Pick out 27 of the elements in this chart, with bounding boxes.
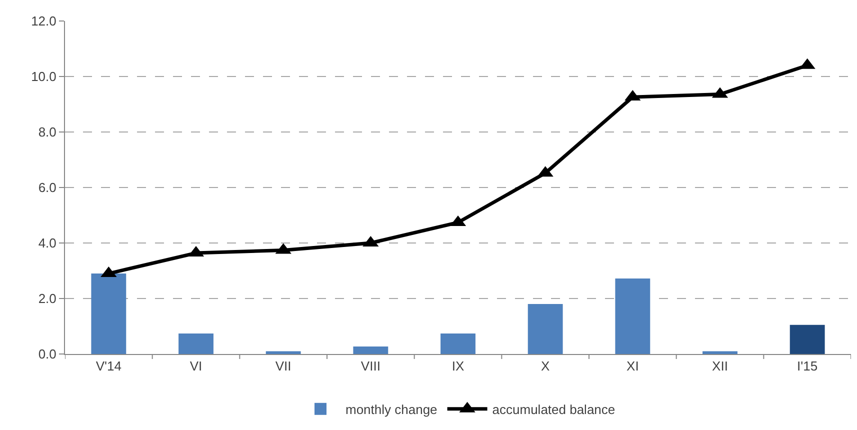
y-tick-label: 10.0 — [31, 69, 56, 84]
bar — [528, 304, 563, 354]
x-tick-label: VII — [275, 358, 292, 374]
bar — [91, 274, 126, 354]
y-tick-label: 12.0 — [31, 14, 56, 29]
legend-label: monthly change — [346, 402, 438, 417]
x-tick-label: I'15 — [797, 358, 818, 374]
x-tick-label: XII — [712, 358, 728, 374]
bar — [266, 351, 301, 354]
bar — [178, 333, 214, 354]
bar — [440, 333, 476, 354]
bar — [702, 351, 738, 354]
legend-label: accumulated balance — [492, 402, 616, 417]
x-tick-label: VI — [190, 358, 202, 374]
x-tick-label: XI — [626, 358, 639, 374]
y-tick-label: 0.0 — [38, 346, 56, 362]
y-tick-label: 4.0 — [38, 236, 56, 251]
bar — [353, 346, 388, 354]
x-tick-label: X — [540, 358, 550, 374]
bar — [790, 324, 825, 354]
y-tick-label: 6.0 — [38, 180, 56, 196]
x-tick-label: IX — [452, 358, 464, 374]
y-tick-label: 8.0 — [38, 124, 56, 140]
bar — [615, 278, 650, 354]
x-tick-label: VIII — [360, 358, 380, 374]
x-tick-label: V'14 — [96, 358, 122, 374]
y-tick-label: 2.0 — [38, 291, 56, 306]
